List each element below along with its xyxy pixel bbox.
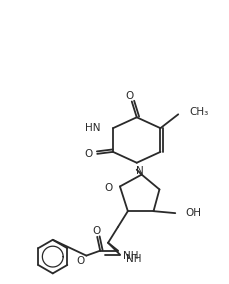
Text: OH: OH — [184, 208, 200, 218]
Text: O: O — [92, 226, 100, 236]
Text: O: O — [76, 256, 84, 266]
Text: CH₃: CH₃ — [188, 107, 207, 117]
Text: O: O — [104, 183, 112, 193]
Text: O: O — [84, 149, 92, 159]
Text: N: N — [135, 166, 143, 176]
Text: NH: NH — [122, 250, 138, 261]
Text: HN: HN — [84, 123, 100, 133]
Text: NH: NH — [125, 254, 141, 264]
Text: O: O — [125, 91, 133, 101]
